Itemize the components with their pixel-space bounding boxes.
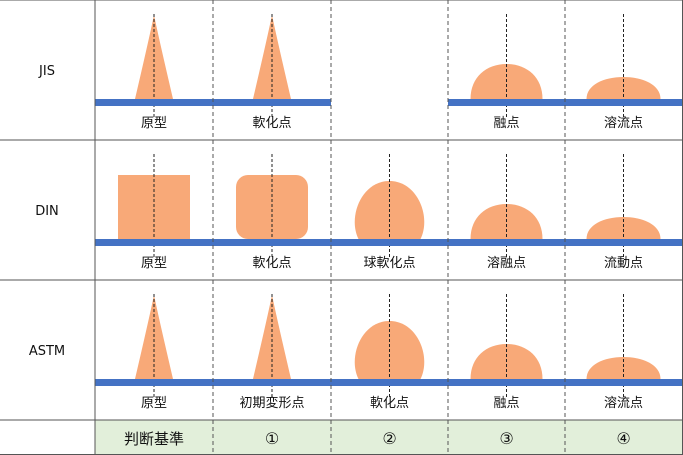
stage-label: 原型 [141, 116, 167, 131]
criteria-title: 判断基準 [124, 430, 184, 448]
criteria-marker: ① [265, 429, 279, 448]
standard-label: ASTM [29, 344, 65, 359]
flat-dome-specimen [586, 217, 661, 239]
criteria-marker: ④ [616, 429, 630, 448]
flat-dome-specimen [586, 77, 661, 99]
stage-label: 原型 [141, 396, 167, 411]
base-plate [95, 379, 682, 386]
base-plate [95, 99, 331, 106]
base-plate [95, 239, 682, 246]
stage-label: 軟化点 [252, 255, 291, 271]
standard-label: JIS [38, 64, 55, 79]
criteria-marker: ③ [499, 429, 513, 448]
standard-label: DIN [35, 204, 59, 219]
stage-label: 溶融点 [487, 256, 526, 271]
stage-label: 溶流点 [604, 396, 643, 411]
stage-label: 軟化点 [252, 115, 291, 131]
stage-label: 溶流点 [604, 116, 643, 131]
criteria-marker: ② [382, 429, 396, 448]
stage-label: 融点 [493, 396, 519, 411]
footer-layer [95, 420, 682, 455]
footer-background [95, 420, 682, 455]
cells-layer [95, 14, 682, 399]
stage-label: 球軟化点 [363, 255, 415, 271]
stage-label: 流動点 [604, 256, 643, 271]
stage-label: 軟化点 [370, 395, 409, 411]
stage-label: 初期変形点 [239, 395, 304, 411]
stage-label: 融点 [493, 116, 519, 131]
stage-label: 原型 [141, 256, 167, 271]
flat-dome-specimen [586, 357, 661, 379]
base-plate [448, 99, 682, 106]
